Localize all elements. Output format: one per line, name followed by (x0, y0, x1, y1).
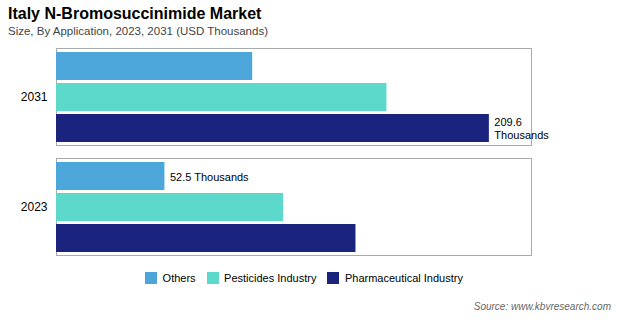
svg-text:2031: 2031 (21, 90, 48, 104)
svg-text:2023: 2023 (21, 200, 48, 214)
html-text:Others: Others (162, 271, 196, 284)
svg-text:52.5 Thousands: 52.5 Thousands (170, 171, 249, 183)
html-text:Source: www.kbvresearch.com: Source: www.kbvresearch.com (473, 300, 611, 312)
html-text:Italy N-Bromosuccinimide Marke: Italy N-Bromosuccinimide Market (8, 5, 262, 22)
html-text:Pharmaceutical Industry: Pharmaceutical Industry (344, 271, 463, 284)
svg-text:209.6Thousands: 209.6Thousands (494, 116, 549, 141)
html-text:Pesticides Industry: Pesticides Industry (224, 271, 317, 284)
html-text:Size, By Application, 2023, 20: Size, By Application, 2023, 2031 (USD Th… (8, 25, 268, 37)
